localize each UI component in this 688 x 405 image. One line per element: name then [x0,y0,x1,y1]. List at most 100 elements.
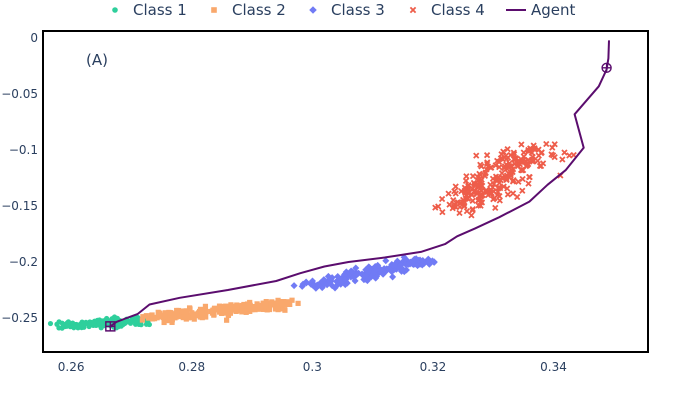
data-point [190,313,196,319]
data-point [503,174,510,181]
data-point [481,172,489,179]
data-point [65,319,72,325]
data-point [471,181,479,189]
data-point [402,266,410,274]
legend-label: Agent [531,1,576,19]
data-point [242,302,248,309]
y-tick-label: −0.1 [9,143,38,157]
data-point [166,309,172,316]
legend[interactable]: Class 1 Class 2 Class 3 Class 4 Agent [112,1,576,19]
data-point [223,303,229,309]
data-point [396,264,404,272]
data-point [506,162,514,170]
data-point [510,177,517,184]
data-point [534,157,541,165]
data-point [517,158,524,166]
data-point [251,304,257,310]
agent-trajectory [105,40,612,332]
legend-item[interactable]: Class 4 [409,1,485,19]
legend-swatch [309,6,317,14]
data-point [79,323,85,329]
data-point [509,168,516,176]
series-class-2 [139,297,301,326]
x-tick-label: 0.26 [58,360,85,374]
data-point [211,312,217,318]
data-point [273,300,279,306]
data-point [523,162,531,169]
legend-swatch [112,7,118,13]
legend-swatch [409,6,417,14]
data-point [189,310,195,316]
data-point [525,180,532,187]
data-point [287,301,293,308]
data-point [64,323,70,329]
y-tick-label: −0.15 [1,199,38,213]
agent-start-marker [105,321,116,332]
legend-label: Class 2 [232,1,286,19]
data-point [445,190,452,197]
data-point [199,308,205,314]
data-point [491,194,498,202]
data-point [477,171,484,179]
data-point [439,208,446,216]
data-point [435,203,442,210]
data-point [320,276,328,284]
data-point [210,309,216,315]
data-point [202,303,209,309]
data-point [493,176,501,183]
data-point [496,192,503,200]
legend-item[interactable]: Class 3 [309,1,385,19]
legend-item[interactable]: Agent [506,1,576,19]
data-point [525,148,532,155]
data-point [225,312,231,319]
data-point [227,309,233,316]
data-point [282,307,288,313]
data-point [284,301,290,307]
data-point [224,317,230,323]
data-point [202,310,208,316]
data-point [519,175,526,183]
y-tick-label: −0.05 [1,87,38,101]
data-point [360,272,368,280]
data-point [262,302,269,309]
y-tick-label: 0 [30,31,38,45]
data-point [268,302,274,308]
data-point [549,152,557,159]
data-point [391,261,399,269]
data-point [139,317,146,323]
data-point [154,315,160,321]
data-point [272,306,279,312]
data-point [512,156,519,163]
data-point [456,209,463,217]
data-point [290,282,298,290]
data-point [404,260,413,268]
data-point [388,267,396,276]
data-point [504,145,511,153]
legend-item[interactable]: Class 1 [112,1,187,19]
data-point [526,174,533,181]
data-point [551,141,558,148]
data-point [495,184,502,191]
y-tick-label: −0.25 [1,311,38,325]
data-point [341,276,349,284]
plot-area-frame [42,30,649,353]
data-point [438,195,446,203]
data-point [269,299,275,305]
data-point [315,281,323,289]
legend-item[interactable]: Class 2 [211,1,286,19]
data-point [234,302,240,308]
data-point [468,191,476,199]
data-point [528,149,535,156]
data-point [178,313,184,320]
data-point [469,173,477,180]
data-point [463,173,470,180]
data-point [352,264,360,272]
data-point [561,149,568,156]
data-point [146,321,152,328]
legend-label: Class 3 [331,1,385,19]
panel-label: (A) [86,51,108,69]
data-point [47,320,54,327]
data-point [484,160,491,168]
data-point [149,312,155,318]
